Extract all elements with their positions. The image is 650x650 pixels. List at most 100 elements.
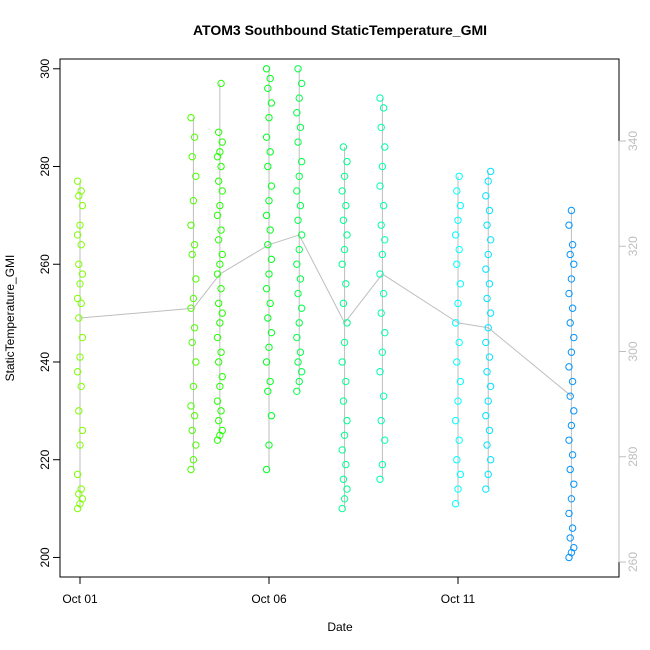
connector-line bbox=[344, 273, 383, 324]
data-point bbox=[486, 236, 495, 244]
data-point bbox=[264, 162, 272, 171]
data-point bbox=[451, 319, 460, 327]
data-point bbox=[451, 231, 460, 239]
data-point bbox=[565, 289, 573, 298]
data-point bbox=[190, 240, 199, 249]
data-point bbox=[485, 353, 494, 361]
data-point bbox=[296, 275, 305, 283]
data-point bbox=[266, 74, 274, 83]
data-point bbox=[570, 407, 578, 415]
plot-box bbox=[59, 58, 620, 578]
data-point bbox=[267, 255, 276, 264]
data-point bbox=[485, 426, 494, 435]
data-point bbox=[485, 206, 494, 215]
y-axis-label: StaticTemperature_GMI bbox=[3, 255, 17, 382]
data-point bbox=[486, 382, 495, 391]
connector-line bbox=[298, 234, 346, 324]
right-tick-label: 340 bbox=[626, 131, 640, 151]
data-point bbox=[76, 280, 84, 288]
right-tick-label: 300 bbox=[626, 341, 640, 361]
data-point bbox=[293, 333, 301, 342]
data-point bbox=[188, 338, 196, 347]
data-point bbox=[267, 412, 276, 420]
data-point bbox=[568, 240, 577, 249]
data-point bbox=[566, 534, 574, 542]
data-point bbox=[484, 177, 492, 185]
data-point bbox=[570, 480, 578, 488]
x-axis-label: Date bbox=[327, 620, 353, 634]
data-point bbox=[381, 236, 389, 244]
data-point bbox=[267, 328, 276, 337]
data-point bbox=[482, 265, 490, 273]
data-point bbox=[484, 250, 492, 259]
data-point bbox=[377, 416, 385, 425]
data-point bbox=[266, 377, 274, 386]
data-point bbox=[218, 138, 226, 146]
data-point bbox=[293, 387, 301, 396]
data-point bbox=[570, 333, 578, 342]
data-point bbox=[296, 123, 305, 132]
data-point bbox=[218, 372, 226, 381]
data-point bbox=[568, 451, 577, 459]
data-point bbox=[338, 504, 346, 513]
data-point bbox=[378, 250, 387, 259]
data-point bbox=[567, 348, 576, 356]
data-point bbox=[192, 275, 200, 283]
data-point bbox=[294, 289, 302, 298]
data-point bbox=[297, 157, 306, 166]
data-point bbox=[565, 436, 573, 444]
data-point bbox=[339, 397, 348, 405]
data-point bbox=[190, 324, 199, 332]
data-point bbox=[566, 250, 574, 259]
data-point bbox=[218, 309, 226, 317]
data-point bbox=[451, 499, 460, 508]
data-point bbox=[218, 250, 226, 259]
data-point bbox=[192, 172, 200, 180]
data-point bbox=[218, 187, 226, 195]
data-point bbox=[78, 201, 87, 210]
data-point bbox=[76, 353, 84, 361]
data-point bbox=[78, 426, 87, 435]
data-point bbox=[570, 543, 578, 552]
data-point bbox=[567, 495, 576, 503]
data-point bbox=[192, 358, 200, 366]
data-point bbox=[378, 460, 387, 469]
data-point bbox=[338, 187, 346, 195]
data-point bbox=[565, 363, 573, 371]
data-point bbox=[343, 157, 351, 166]
data-point bbox=[379, 392, 388, 400]
data-point bbox=[567, 275, 576, 283]
data-point bbox=[77, 382, 85, 391]
data-point bbox=[77, 187, 85, 195]
data-point bbox=[484, 470, 492, 479]
y-tick-label: 220 bbox=[38, 449, 52, 469]
data-point bbox=[484, 324, 492, 332]
data-point bbox=[482, 192, 490, 200]
data-point bbox=[294, 65, 302, 73]
data-point bbox=[78, 495, 87, 503]
data-point bbox=[378, 162, 387, 171]
data-point bbox=[295, 377, 303, 386]
data-point bbox=[293, 109, 301, 117]
data-point bbox=[217, 407, 225, 415]
data-point bbox=[570, 260, 578, 268]
data-point bbox=[188, 426, 196, 435]
data-point bbox=[297, 304, 306, 312]
data-point bbox=[377, 221, 385, 229]
data-point bbox=[342, 201, 350, 210]
data-point bbox=[214, 358, 223, 366]
right-tick-label: 320 bbox=[626, 236, 640, 256]
y-tick-label: 280 bbox=[38, 156, 52, 176]
data-point bbox=[343, 319, 351, 327]
data-point bbox=[338, 358, 346, 366]
data-point bbox=[483, 441, 491, 449]
data-point bbox=[339, 143, 348, 151]
data-point bbox=[77, 485, 85, 493]
data-point bbox=[213, 333, 222, 342]
data-point bbox=[376, 368, 384, 376]
data-point bbox=[342, 460, 350, 469]
data-point bbox=[76, 221, 84, 229]
data-point bbox=[376, 270, 384, 278]
data-point bbox=[565, 509, 573, 518]
data-point bbox=[293, 187, 301, 195]
